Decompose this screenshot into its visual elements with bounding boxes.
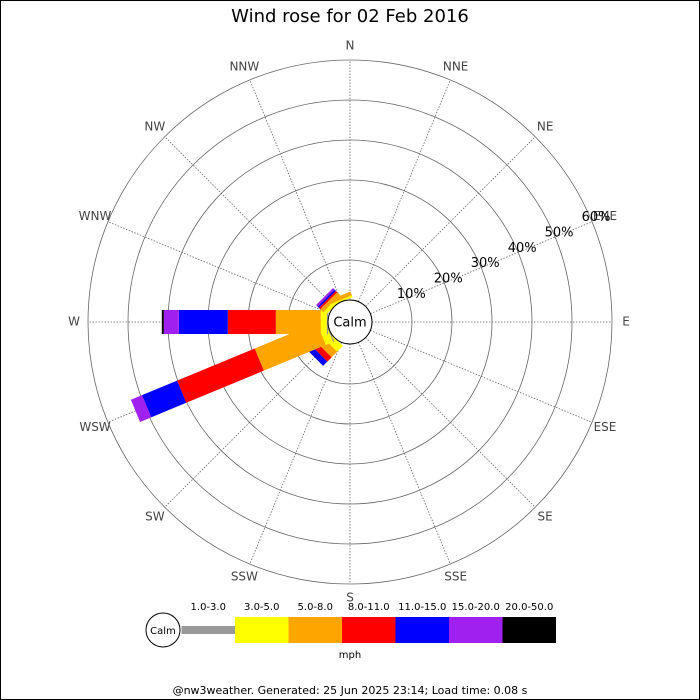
legend-label: 8.0-11.0 — [348, 602, 390, 613]
direction-label: WNW — [79, 209, 112, 223]
direction-label: N — [346, 39, 355, 53]
direction-label: E — [622, 315, 630, 329]
legend-label: 3.0-5.0 — [244, 602, 279, 613]
legend-label: 5.0-8.0 — [298, 602, 333, 613]
legend-swatch — [395, 617, 449, 643]
legend-label: 1.0-3.0 — [191, 602, 226, 613]
bar-segment — [141, 380, 187, 418]
direction-label: ENE — [593, 209, 617, 223]
bar-segment — [317, 289, 336, 308]
spoke — [249, 79, 342, 302]
r-tick-label: 30% — [471, 256, 500, 271]
spoke — [358, 79, 451, 302]
r-tick-label: 50% — [545, 226, 574, 241]
legend-label: 11.0-15.0 — [398, 602, 446, 613]
direction-label: W — [68, 315, 80, 329]
bar-segment — [130, 395, 152, 422]
spoke — [370, 221, 593, 314]
r-tick-label: 20% — [434, 271, 463, 286]
ring — [127, 99, 573, 545]
footer: @nw3weather. Generated: 25 Jun 2025 23:1… — [173, 684, 528, 697]
spoke — [249, 342, 342, 565]
direction-label: SSE — [444, 569, 467, 583]
ring — [87, 59, 613, 585]
legend-label: 15.0-20.0 — [452, 602, 500, 613]
direction-label: NNW — [229, 60, 259, 74]
direction-label: NW — [144, 119, 165, 133]
legend-calm-label: Calm — [150, 626, 176, 637]
bar-segment — [177, 348, 264, 403]
direction-label: NNE — [443, 60, 469, 74]
r-tick-label: 40% — [508, 241, 537, 256]
legend-calm — [145, 612, 181, 648]
direction-label: WSW — [79, 420, 110, 434]
legend-swatch — [181, 626, 235, 634]
direction-label: S — [346, 591, 354, 605]
spoke — [365, 337, 536, 508]
legend-swatch — [288, 617, 342, 643]
spoke — [365, 136, 536, 307]
bar-segment — [316, 288, 335, 307]
spoke — [107, 221, 330, 314]
chart-title: Wind rose for 02 Feb 2016 — [231, 6, 469, 27]
direction-label: SSW — [231, 569, 258, 583]
direction-label: SW — [145, 510, 165, 524]
direction-label: SE — [538, 510, 553, 524]
legend-label: 20.0-50.0 — [505, 602, 553, 613]
spoke — [358, 342, 451, 565]
bar-segment — [306, 344, 328, 366]
bar-segment — [254, 322, 326, 371]
calm-label: Calm — [333, 316, 366, 331]
r-tick-label: 10% — [397, 287, 426, 302]
spoke — [370, 330, 593, 423]
bar-segment — [310, 340, 332, 362]
legend-swatch — [449, 617, 503, 643]
legend-swatch — [235, 617, 289, 643]
legend-swatch — [342, 617, 396, 643]
spoke — [164, 337, 335, 508]
spoke — [164, 136, 335, 307]
legend-swatch — [502, 617, 556, 643]
r-tick-label: 60% — [582, 210, 611, 225]
calm-circle — [327, 299, 373, 345]
bar-segment — [318, 290, 338, 310]
legend-units: mph — [339, 650, 361, 661]
direction-label: ESE — [594, 420, 617, 434]
bar-segment — [328, 291, 352, 305]
direction-label: NE — [537, 119, 554, 133]
